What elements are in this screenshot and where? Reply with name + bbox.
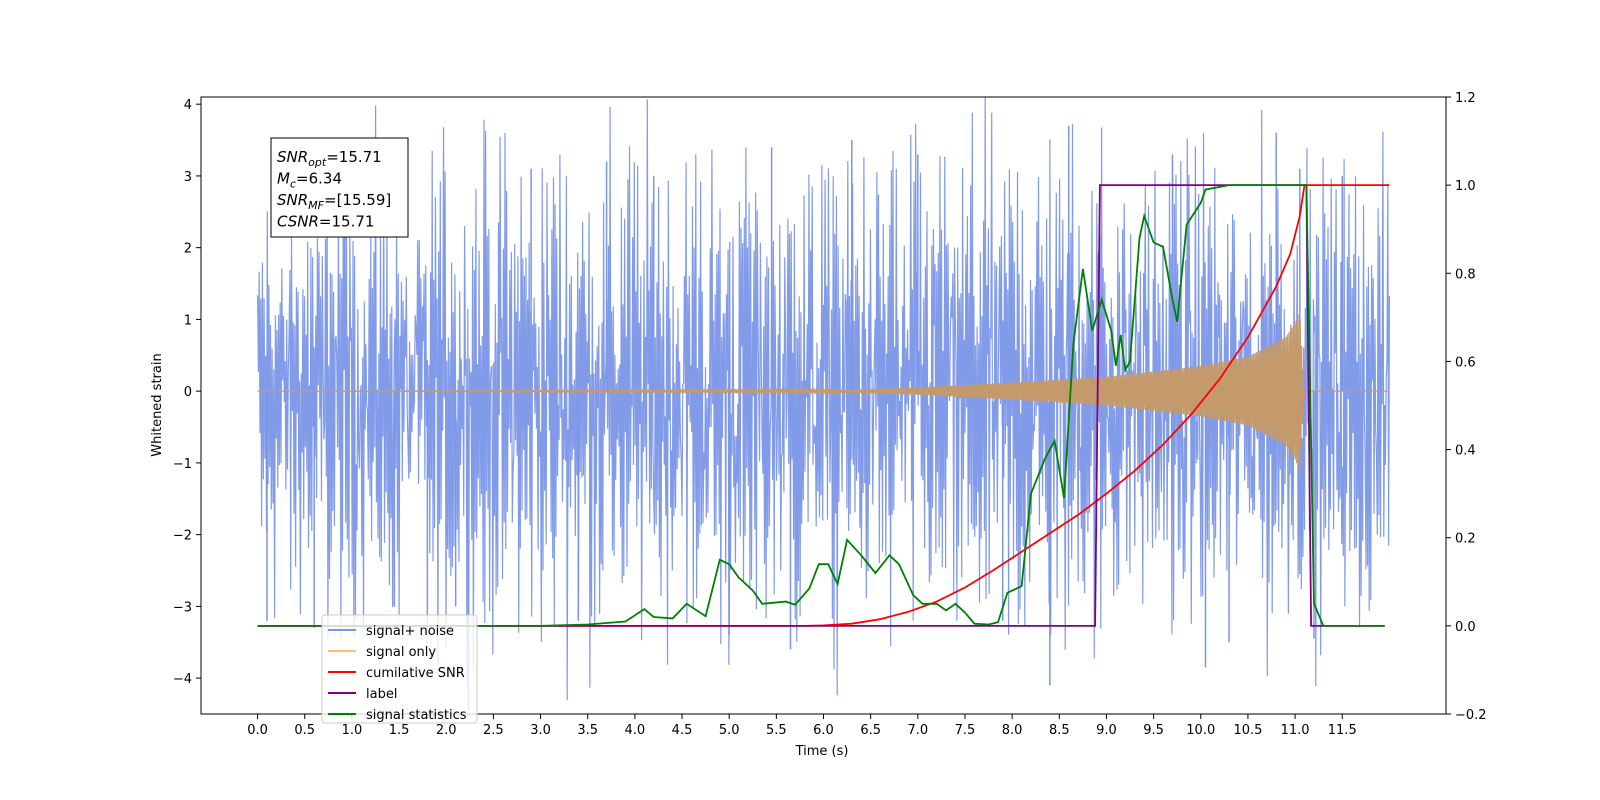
x-tick-label: 6.5 [860, 723, 881, 738]
y-tick-label: −3 [173, 600, 192, 615]
annotation-box: SNRopt=15.71Mc=6.34SNRMF=[15.59]CSNR=15.… [270, 137, 409, 238]
annotation-frame [270, 137, 409, 238]
legend-label: signal+ noise [366, 624, 454, 639]
series-signal-noise-line [257, 97, 1390, 712]
y2-tick-label: 1.2 [1455, 91, 1476, 106]
x-tick-label: 2.0 [436, 723, 457, 738]
x-tick-label: 7.0 [907, 723, 928, 738]
x-tick-label: 6.0 [813, 723, 834, 738]
x-tick-label: 8.5 [1049, 723, 1070, 738]
annotation-line: SNRMF=[15.59] [277, 191, 391, 212]
y2-tick-label: 1.0 [1455, 179, 1476, 194]
x-tick-label: 1.0 [342, 723, 363, 738]
annotation-value: =[15.59] [324, 191, 391, 209]
x-tick-label: 5.5 [766, 723, 787, 738]
legend-label: signal statistics [366, 708, 467, 723]
y2-tick-label: 0.8 [1455, 267, 1476, 282]
y-axis-label: Whitened strain [150, 353, 165, 456]
annotation-subscript: opt [308, 156, 327, 169]
legend-label: signal only [366, 645, 436, 660]
x-tick-label: 0.0 [247, 723, 268, 738]
annotation-subscript: MF [308, 199, 324, 212]
x-tick-label: 11.0 [1281, 723, 1310, 738]
x-axis-ticks: 0.0 0.5 1.0 1.5 2.0 2.5 3.0 3.5 4.0 4.5 5.0 5.5 6.0 6… [247, 714, 1357, 738]
plot-series [257, 97, 1390, 712]
legend-label: label [366, 687, 397, 702]
y-tick-label: −1 [173, 457, 192, 472]
x-tick-label: 4.0 [625, 723, 646, 738]
y-tick-label: 3 [184, 170, 192, 185]
right-y-axis-ticks: 1.2 1.0 0.8 0.6 0.4 0.2 0.0 −0.2 [1446, 91, 1487, 723]
x-tick-label: 11.5 [1328, 723, 1357, 738]
x-tick-label: 5.0 [719, 723, 740, 738]
annotation-value: =15.71 [326, 148, 382, 166]
y-tick-label: −4 [173, 672, 192, 687]
x-tick-label: 3.5 [577, 723, 598, 738]
x-tick-label: 10.0 [1186, 723, 1215, 738]
annotation-symbol: SNR [277, 191, 308, 209]
series-cumulative-snr-line [257, 184, 1390, 627]
y-tick-label: 0 [184, 385, 192, 400]
left-y-axis-ticks: 4 3 2 1 0 −1 −2 −3 −4 [173, 98, 201, 687]
annotation-line: Mc=6.34 [277, 170, 342, 191]
y-tick-label: 2 [184, 242, 192, 257]
x-tick-label: 0.5 [294, 723, 315, 738]
annotation-line: CSNR=15.71 [277, 213, 374, 231]
series-signal-only-line [257, 314, 1390, 470]
annotation-line: SNRopt=15.71 [277, 148, 382, 169]
x-tick-label: 8.0 [1002, 723, 1023, 738]
y-tick-label: 4 [184, 98, 192, 113]
x-tick-label: 3.0 [530, 723, 551, 738]
annotation-subscript: c [290, 178, 296, 191]
x-tick-label: 9.5 [1143, 723, 1164, 738]
annotation-symbol: M [277, 170, 290, 188]
x-tick-label: 2.5 [483, 723, 504, 738]
y2-tick-label: 0.0 [1455, 620, 1476, 635]
annotation-value: =15.71 [319, 213, 375, 231]
legend-label: cumilative SNR [366, 666, 465, 681]
annotation-value: =6.34 [296, 170, 342, 188]
annotation-symbol: CSNR [277, 213, 319, 231]
annotation-symbol: SNR [277, 148, 308, 166]
x-tick-label: 1.5 [389, 723, 410, 738]
y-tick-label: −2 [173, 529, 192, 544]
y-tick-label: 1 [184, 313, 192, 328]
y2-tick-label: 0.2 [1455, 532, 1476, 547]
y2-tick-label: 0.6 [1455, 355, 1476, 370]
x-tick-label: 10.5 [1233, 723, 1262, 738]
x-tick-label: 4.5 [672, 723, 693, 738]
x-axis-label: Time (s) [795, 744, 849, 759]
legend: signal+ noise signal only cumilative SNR la… [321, 614, 478, 724]
series-signal-statistics-line [257, 184, 1385, 627]
x-tick-label: 9.0 [1096, 723, 1117, 738]
y2-tick-label: −0.2 [1455, 708, 1487, 723]
legend-frame [321, 614, 478, 724]
y2-tick-label: 0.4 [1455, 444, 1476, 459]
x-tick-label: 7.5 [955, 723, 976, 738]
